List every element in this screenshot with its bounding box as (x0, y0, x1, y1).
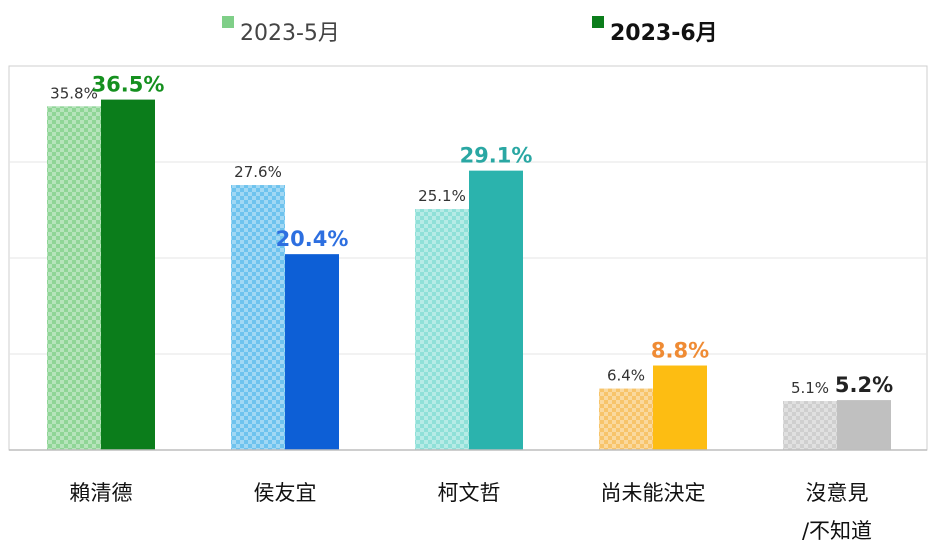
category-label-1: 侯友宜 (254, 481, 317, 505)
bar-labels: 35.8%36.5% 27.6% 20.4% 25.1% 29.1% 6.4% 8.8% 5.… (50, 73, 893, 397)
category-label-2: 柯文哲 (438, 481, 501, 505)
bar-pattern-s0-c3 (599, 388, 653, 450)
bar-pattern-s0-c4 (783, 401, 837, 450)
legend-swatch-2023-5 (222, 16, 234, 28)
data-label-s0-c3: 6.4% (607, 367, 645, 385)
data-label-s1-c3: 8.8% (651, 339, 709, 363)
bar-s1-c2 (469, 170, 523, 450)
category-label-3: 尚未能決定 (601, 481, 706, 505)
data-label-s0-c0: 35.8% (50, 84, 98, 102)
bar-s1-c0 (101, 99, 155, 450)
legend-swatch-2023-6 (592, 16, 604, 28)
bar-pattern-s0-c0 (47, 106, 101, 450)
bar-s1-c3 (653, 365, 707, 450)
legend-label-2023-6: 2023-6月 (610, 21, 718, 46)
legend: 2023-5月 2023-6月 (222, 16, 718, 46)
bars (47, 99, 891, 451)
category-label-4-line0: 沒意見 (806, 481, 869, 505)
bar-s1-c4 (837, 400, 891, 450)
data-label-s0-c2: 25.1% (418, 187, 466, 205)
category-label-0: 賴清德 (70, 481, 133, 505)
legend-label-2023-5: 2023-5月 (240, 21, 340, 46)
category-label-4-line1: /不知道 (802, 519, 872, 543)
data-label-s1-c2: 29.1% (460, 144, 533, 168)
data-label-s0-c4: 5.1% (791, 379, 829, 397)
data-label-s0-c1: 27.6% (234, 163, 282, 181)
bar-s1-c1 (285, 254, 339, 450)
data-label-s1-c4: 5.2% (835, 373, 893, 397)
data-label-s1-c1: 20.4% (276, 227, 349, 251)
category-labels: 賴清德 侯友宜 柯文哲 尚未能決定 沒意見/不知道 (70, 481, 873, 543)
data-label-s1-c0: 36.5% (92, 73, 165, 97)
bar-pattern-s0-c1 (231, 185, 285, 451)
bar-pattern-s0-c2 (415, 209, 469, 450)
